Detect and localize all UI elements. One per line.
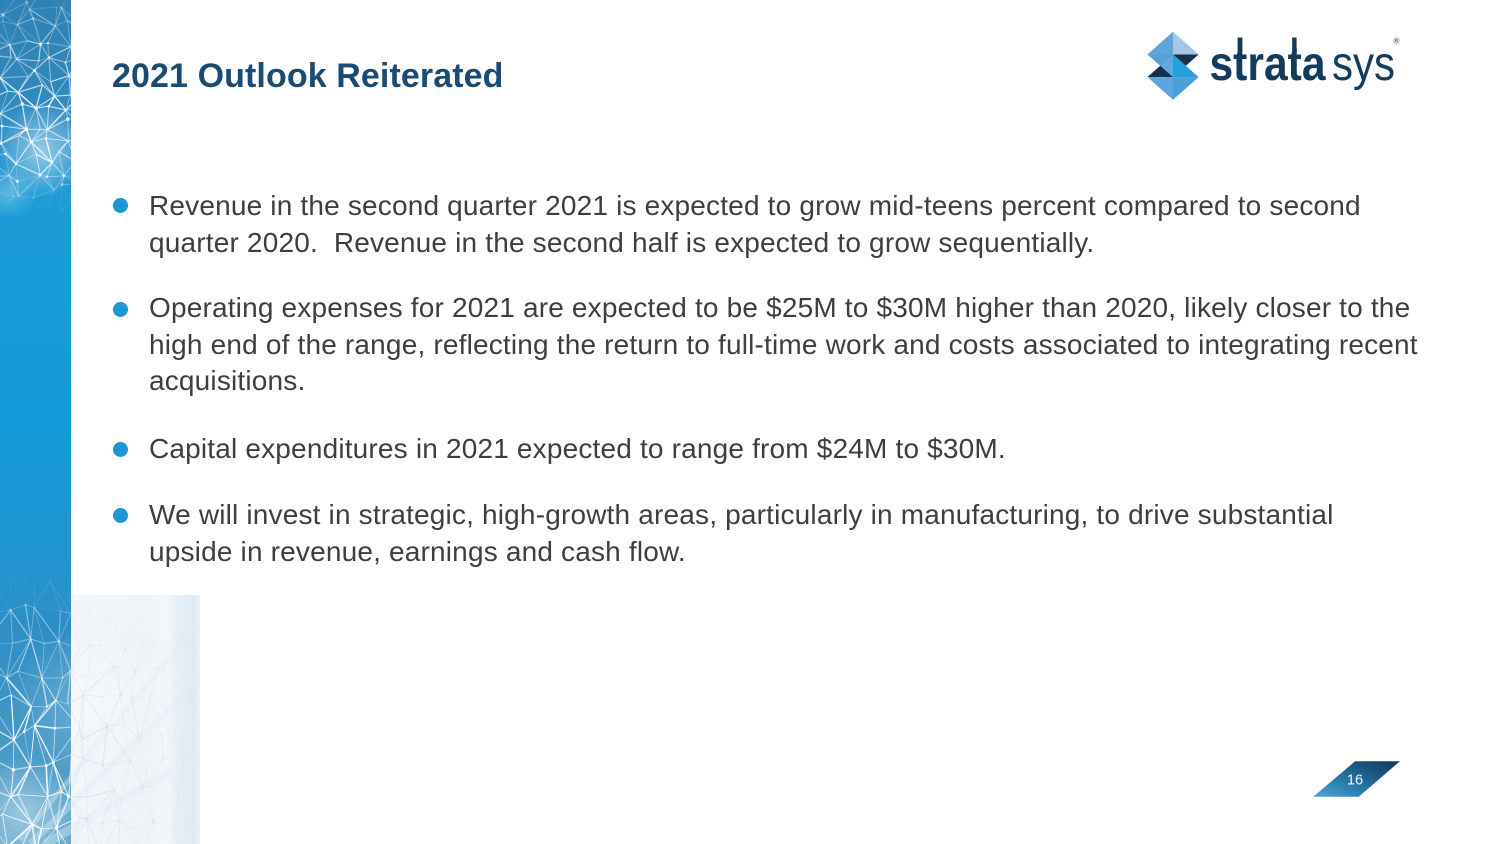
svg-text:16: 16 <box>1347 773 1363 789</box>
svg-text:sys: sys <box>1332 38 1395 91</box>
svg-text:®: ® <box>1394 37 1400 46</box>
svg-text:strata: strata <box>1210 38 1326 91</box>
